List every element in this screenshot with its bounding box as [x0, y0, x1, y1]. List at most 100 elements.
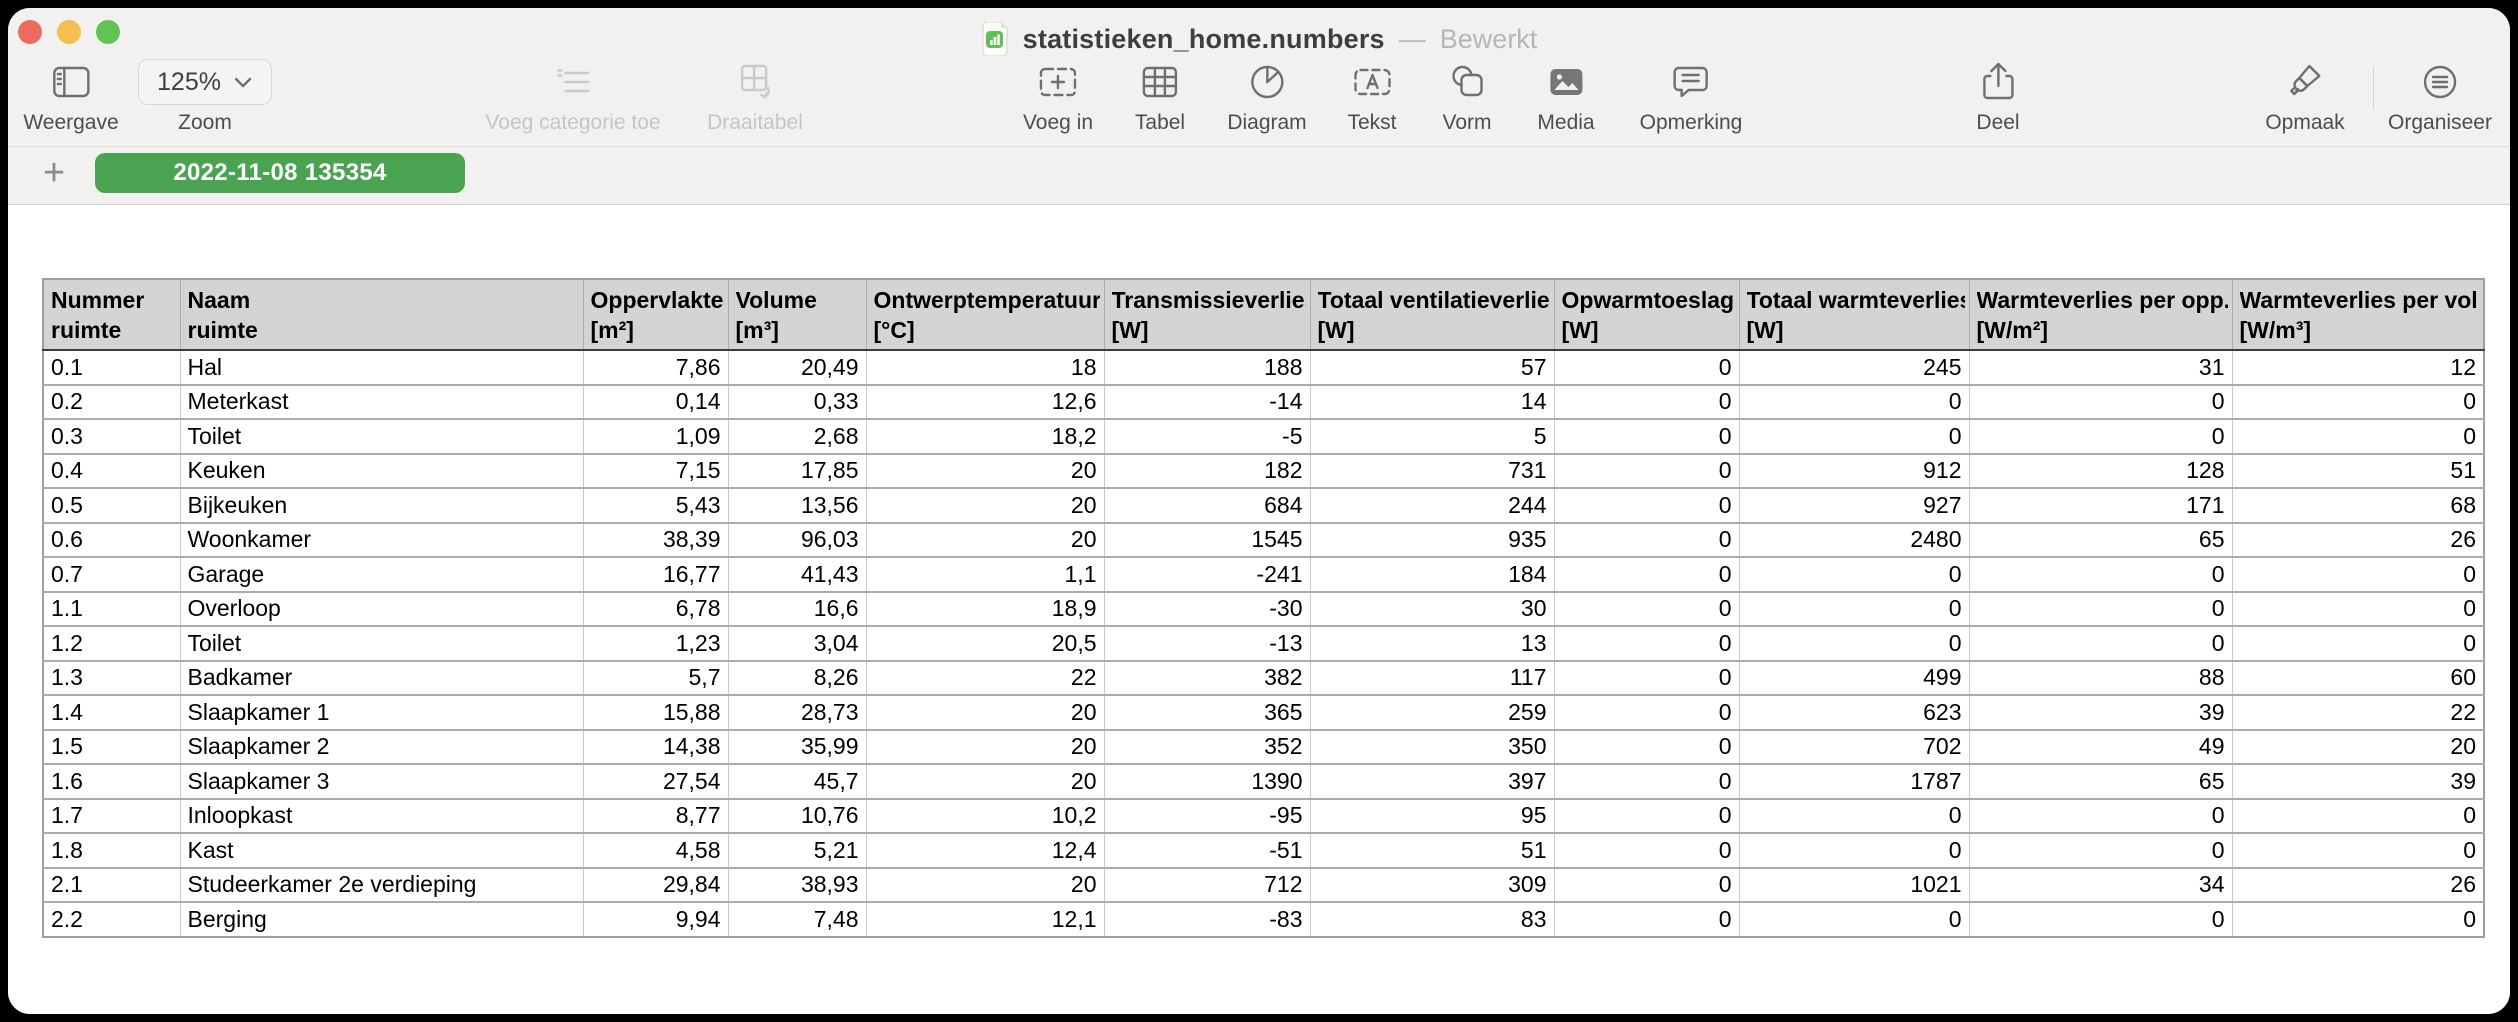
table-cell[interactable]: 0	[2231, 833, 2485, 869]
column-header[interactable]: Naam ruimte	[179, 278, 584, 351]
table-cell[interactable]: Kast	[179, 833, 584, 869]
table-cell[interactable]: 26	[2231, 867, 2485, 903]
table-cell[interactable]: 57	[1309, 350, 1555, 386]
table-cell[interactable]: 7,86	[582, 350, 729, 386]
table-cell[interactable]: 16,6	[727, 591, 867, 627]
table-cell[interactable]: 0.1	[42, 350, 181, 386]
table-cell[interactable]: 259	[1309, 695, 1555, 731]
table-cell[interactable]: 365	[1103, 695, 1311, 731]
table-cell[interactable]: 35,99	[727, 729, 867, 765]
fullscreen-button[interactable]	[96, 20, 120, 44]
table-cell[interactable]: 912	[1738, 453, 1970, 489]
table-cell[interactable]: 188	[1103, 350, 1311, 386]
table-cell[interactable]: 0.5	[42, 488, 181, 524]
table-cell[interactable]: 3,04	[727, 626, 867, 662]
table-cell[interactable]: 29,84	[582, 867, 729, 903]
table-cell[interactable]: 96,03	[727, 522, 867, 558]
table-cell[interactable]: 88	[1968, 660, 2233, 696]
table-cell[interactable]: 26	[2231, 522, 2485, 558]
table-cell[interactable]: 731	[1309, 453, 1555, 489]
table-cell[interactable]: Meterkast	[179, 384, 584, 420]
table-cell[interactable]: 0	[1553, 626, 1740, 662]
table-cell[interactable]: 0	[1968, 626, 2233, 662]
table-cell[interactable]: 935	[1309, 522, 1555, 558]
table-cell[interactable]: 5	[1309, 419, 1555, 455]
table-cell[interactable]: 22	[2231, 695, 2485, 731]
table-cell[interactable]: -30	[1103, 591, 1311, 627]
table-cell[interactable]: 1.7	[42, 798, 181, 834]
column-header[interactable]: Opwarmtoeslag [W]	[1553, 278, 1740, 351]
shape-button[interactable]: Vorm	[1442, 60, 1492, 135]
table-cell[interactable]: 18,2	[865, 419, 1105, 455]
table-cell[interactable]: Overloop	[179, 591, 584, 627]
table-cell[interactable]: 927	[1738, 488, 1970, 524]
table-cell[interactable]: 352	[1103, 729, 1311, 765]
table-cell[interactable]: 1.5	[42, 729, 181, 765]
table-cell[interactable]: 1,09	[582, 419, 729, 455]
table-cell[interactable]: 2480	[1738, 522, 1970, 558]
table-cell[interactable]: 13,56	[727, 488, 867, 524]
comment-button[interactable]: Opmerking	[1640, 60, 1742, 135]
table-cell[interactable]: 0	[1553, 350, 1740, 386]
organize-button[interactable]: Organiseer	[2388, 60, 2492, 135]
table-cell[interactable]: 14,38	[582, 729, 729, 765]
table-cell[interactable]: 0	[1553, 557, 1740, 593]
text-button[interactable]: Tekst	[1347, 60, 1397, 135]
table-cell[interactable]: 20	[865, 695, 1105, 731]
table-cell[interactable]: 12	[2231, 350, 2485, 386]
table-cell[interactable]: 6,78	[582, 591, 729, 627]
table-cell[interactable]: 0	[1553, 867, 1740, 903]
table-cell[interactable]: 1,1	[865, 557, 1105, 593]
table-cell[interactable]: 20	[865, 867, 1105, 903]
media-button[interactable]: Media	[1537, 60, 1595, 135]
table-cell[interactable]: 14	[1309, 384, 1555, 420]
insert-button[interactable]: Voeg in	[1023, 60, 1093, 135]
zoom-dropdown[interactable]: 125%	[138, 59, 272, 105]
table-cell[interactable]: 16,77	[582, 557, 729, 593]
table-cell[interactable]: Badkamer	[179, 660, 584, 696]
table-cell[interactable]: 0	[1738, 833, 1970, 869]
table-cell[interactable]: 0	[2231, 557, 2485, 593]
table-cell[interactable]: 0	[1553, 453, 1740, 489]
chart-button[interactable]: Diagram	[1227, 60, 1307, 135]
table-cell[interactable]: 0	[1553, 729, 1740, 765]
table-cell[interactable]: 0	[1968, 798, 2233, 834]
table-cell[interactable]: 0	[2231, 626, 2485, 662]
table-cell[interactable]: 182	[1103, 453, 1311, 489]
table-cell[interactable]: 20	[865, 764, 1105, 800]
table-cell[interactable]: 60	[2231, 660, 2485, 696]
table-cell[interactable]: 702	[1738, 729, 1970, 765]
table-cell[interactable]: 0	[1553, 660, 1740, 696]
table-cell[interactable]: 0	[2231, 798, 2485, 834]
table-cell[interactable]: 0	[1738, 557, 1970, 593]
table-cell[interactable]: 350	[1309, 729, 1555, 765]
table-cell[interactable]: Keuken	[179, 453, 584, 489]
table-cell[interactable]: -13	[1103, 626, 1311, 662]
table-cell[interactable]: 684	[1103, 488, 1311, 524]
table-cell[interactable]: 20,49	[727, 350, 867, 386]
table-cell[interactable]: 4,58	[582, 833, 729, 869]
table-cell[interactable]: 20	[865, 453, 1105, 489]
table-cell[interactable]: 309	[1309, 867, 1555, 903]
table-cell[interactable]: 0	[2231, 384, 2485, 420]
table-cell[interactable]: 0.7	[42, 557, 181, 593]
table-cell[interactable]: 1.4	[42, 695, 181, 731]
table-cell[interactable]: 0	[1553, 384, 1740, 420]
table-cell[interactable]: 68	[2231, 488, 2485, 524]
table-cell[interactable]: 1.3	[42, 660, 181, 696]
table-button[interactable]: Tabel	[1135, 60, 1185, 135]
table-cell[interactable]: Studeerkamer 2e verdieping	[179, 867, 584, 903]
table-cell[interactable]: 0.3	[42, 419, 181, 455]
table-cell[interactable]: 0	[1738, 419, 1970, 455]
table-cell[interactable]: 0.4	[42, 453, 181, 489]
table-cell[interactable]: 65	[1968, 522, 2233, 558]
table-cell[interactable]: 0	[1553, 798, 1740, 834]
table-cell[interactable]: Inloopkast	[179, 798, 584, 834]
table-cell[interactable]: 10,76	[727, 798, 867, 834]
table-cell[interactable]: 171	[1968, 488, 2233, 524]
table-cell[interactable]: 245	[1738, 350, 1970, 386]
table-cell[interactable]: 0	[1553, 419, 1740, 455]
table-cell[interactable]: 12,1	[865, 902, 1105, 938]
table-cell[interactable]: Bijkeuken	[179, 488, 584, 524]
table-cell[interactable]: 117	[1309, 660, 1555, 696]
